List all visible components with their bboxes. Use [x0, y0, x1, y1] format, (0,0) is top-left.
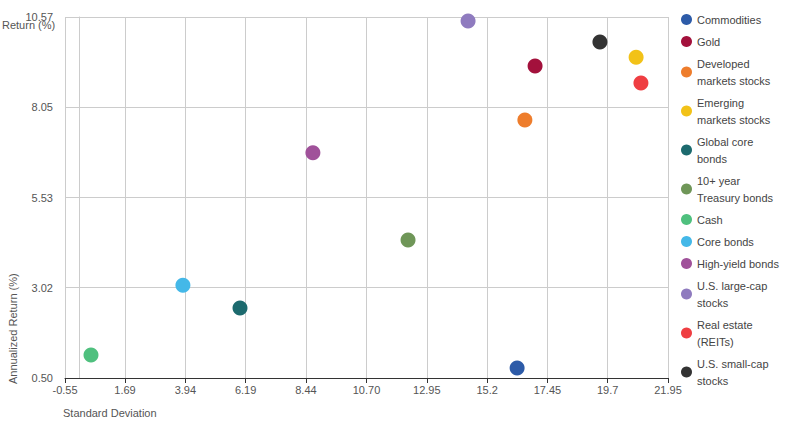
svg-text:Treasury bonds: Treasury bonds — [697, 192, 774, 204]
svg-text:U.S. small-cap: U.S. small-cap — [697, 358, 772, 370]
svg-text:8.05: 8.05 — [32, 101, 53, 113]
svg-text:0.50: 0.50 — [32, 372, 53, 384]
svg-text:stocks: stocks — [697, 297, 729, 309]
svg-text:17.45: 17.45 — [534, 384, 562, 396]
svg-text:12.95: 12.95 — [413, 384, 441, 396]
svg-text:Annualized Return (%): Annualized Return (%) — [7, 273, 19, 384]
svg-text:8.44: 8.44 — [295, 384, 316, 396]
svg-text:10.57: 10.57 — [25, 11, 53, 23]
svg-text:5.53: 5.53 — [32, 192, 53, 204]
svg-text:Real estate: Real estate — [697, 319, 756, 331]
svg-text:6.19: 6.19 — [235, 384, 256, 396]
svg-text:Commodities: Commodities — [697, 14, 762, 26]
svg-text:(REITs): (REITs) — [697, 336, 734, 348]
svg-text:3.02: 3.02 — [32, 282, 53, 294]
svg-text:markets stocks: markets stocks — [697, 75, 771, 87]
svg-text:21.95: 21.95 — [654, 384, 682, 396]
svg-text:10.70: 10.70 — [353, 384, 381, 396]
svg-text:U.S. large-cap: U.S. large-cap — [697, 280, 770, 292]
svg-text:19.7: 19.7 — [597, 384, 618, 396]
svg-text:Return (%): Return (%) — [2, 18, 56, 31]
svg-text:stocks: stocks — [697, 375, 729, 387]
svg-text:-0.55: -0.55 — [52, 384, 77, 396]
svg-text:Core bonds: Core bonds — [697, 236, 754, 248]
svg-text:Global core: Global core — [697, 136, 756, 148]
svg-text:15.2: 15.2 — [476, 384, 497, 396]
svg-text:3.94: 3.94 — [175, 384, 196, 396]
svg-text:1.69: 1.69 — [114, 384, 135, 396]
svg-text:Developed: Developed — [697, 58, 753, 70]
svg-text:Gold: Gold — [697, 36, 720, 48]
svg-text:markets stocks: markets stocks — [697, 114, 771, 126]
svg-text:bonds: bonds — [697, 153, 727, 165]
svg-text:Cash: Cash — [697, 214, 723, 226]
svg-text:High-yield bonds: High-yield bonds — [697, 258, 779, 270]
svg-text:Emerging: Emerging — [697, 97, 747, 109]
svg-text:10+ year: 10+ year — [697, 175, 743, 187]
svg-text:Standard Deviation: Standard Deviation — [63, 407, 157, 419]
